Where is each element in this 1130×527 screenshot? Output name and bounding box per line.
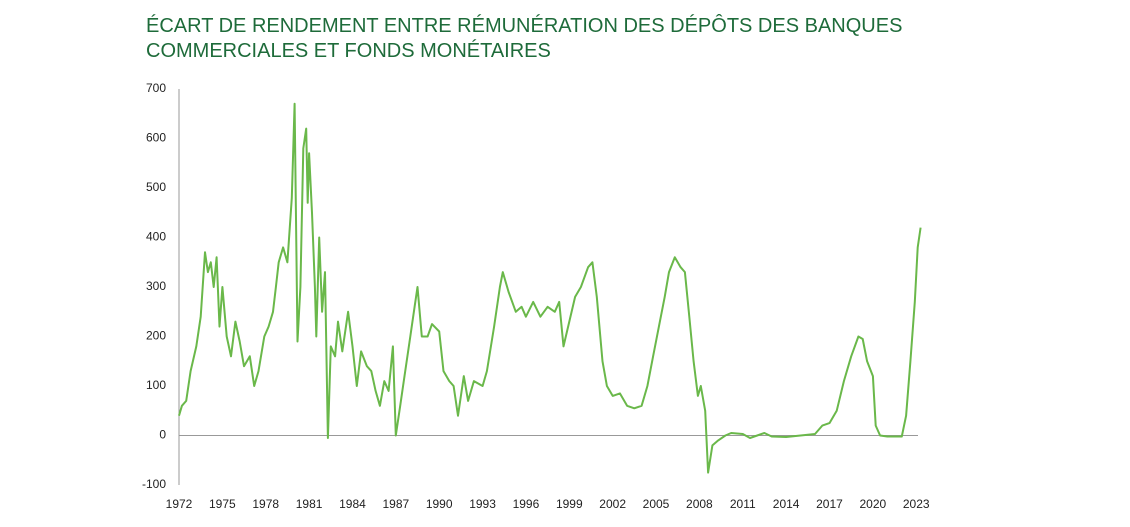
x-tick-label: 1975 — [209, 497, 236, 511]
y-tick-label: 200 — [146, 329, 166, 343]
x-tick-label: 1978 — [252, 497, 279, 511]
x-tick-label: 1987 — [382, 497, 409, 511]
x-tick-label: 1972 — [166, 497, 193, 511]
y-tick-label: 600 — [146, 131, 166, 145]
x-tick-label: 2023 — [903, 497, 930, 511]
x-tick-label: 2014 — [773, 497, 800, 511]
x-tick-label: 1996 — [513, 497, 540, 511]
x-tick-label: 1999 — [556, 497, 583, 511]
y-tick-label: 700 — [146, 81, 166, 95]
y-tick-label: 500 — [146, 180, 166, 194]
y-tick-label: -100 — [142, 477, 166, 491]
x-tick-label: 2008 — [686, 497, 713, 511]
x-tick-label: 2011 — [730, 497, 756, 511]
x-tick-label: 1984 — [339, 497, 366, 511]
x-tick-label: 2020 — [860, 497, 887, 511]
x-tick-label: 2005 — [643, 497, 670, 511]
y-tick-label: 300 — [146, 279, 166, 293]
data-line — [178, 102, 922, 474]
chart-title: ÉCART DE RENDEMENT ENTRE RÉMUNÉRATION DE… — [146, 15, 903, 62]
y-tick-label: 100 — [146, 378, 166, 392]
x-tick-label: 1993 — [469, 497, 496, 511]
x-tick-label: 1990 — [426, 497, 453, 511]
y-tick-label: 400 — [146, 230, 166, 244]
x-tick-label: 1981 — [296, 497, 323, 511]
x-tick-label: 2002 — [599, 497, 626, 511]
x-tick-label: 2017 — [816, 497, 843, 511]
y-tick-label: 0 — [159, 428, 166, 442]
